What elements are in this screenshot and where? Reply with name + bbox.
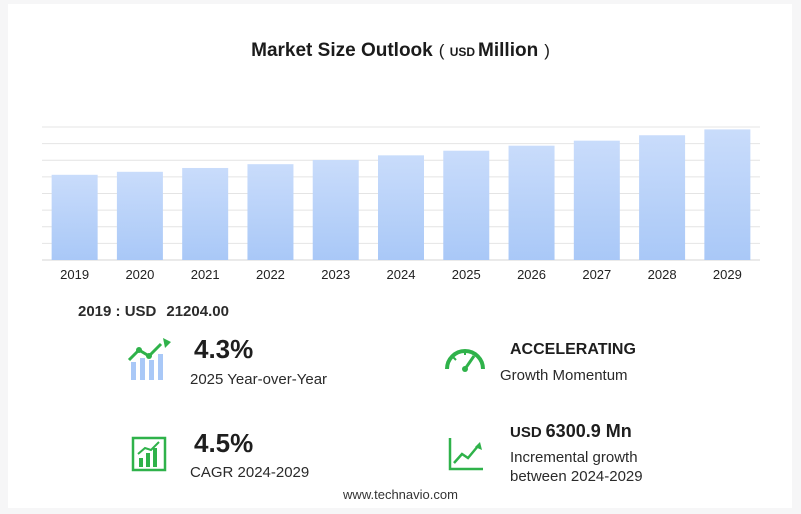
x-tick-label-2026: 2026	[517, 267, 546, 282]
incremental-label-box: Incremental growth between 2024-2029	[510, 448, 643, 486]
incremental-label-line1: Incremental growth	[510, 449, 638, 466]
x-tick-label-2025: 2025	[452, 267, 481, 282]
chart-x-ticks: 2019 2020 2021 2022 2023 2024 2025 2026 2027 2028…	[60, 267, 742, 282]
growth-chart-icon	[127, 338, 171, 380]
x-tick-label-2029: 2029	[713, 267, 742, 282]
bar-2029	[704, 129, 751, 260]
cagr-label: CAGR 2024-2029	[190, 464, 310, 481]
bar-chart: 2019 2020 2021 2022 2023 2024 2025 2026 2027 2028…	[42, 126, 760, 282]
x-tick-label-2020: 2020	[125, 267, 154, 282]
cagr-label-box: CAGR 2024-2029	[190, 463, 309, 482]
chart-bars	[51, 129, 751, 260]
incremental-stat: USD 6300.9 Mn	[510, 421, 632, 442]
bar-2022	[247, 164, 294, 260]
title-unit-code: USD	[449, 45, 476, 59]
momentum-value: ACCELERATING	[510, 341, 636, 358]
momentum-label-box: Growth Momentum	[500, 366, 628, 385]
base-year-readout: 2019 : USD 21204.00	[78, 303, 229, 320]
title-paren-open: (	[438, 41, 445, 60]
incremental-label-line2: between 2024-2029	[510, 468, 643, 485]
cagr-stat: 4.5%	[194, 428, 253, 459]
incremental-value: 6300.9 Mn	[545, 421, 632, 441]
yoy-stat: 4.3%	[194, 334, 253, 365]
bar-2020	[116, 171, 163, 260]
x-tick-label-2021: 2021	[191, 267, 220, 282]
base-year-value: 21204.00	[166, 303, 229, 320]
bar-2023	[312, 159, 359, 260]
bar-2021	[182, 167, 229, 260]
bar-chart-icon	[131, 436, 167, 472]
x-tick-label-2028: 2028	[648, 267, 677, 282]
bar-2026	[508, 145, 555, 260]
source-footer: www.technavio.com	[343, 487, 458, 502]
incremental-currency: USD	[510, 424, 542, 441]
yoy-label: 2025 Year-over-Year	[190, 371, 328, 388]
title-paren-close: )	[544, 41, 550, 60]
bar-2024	[378, 155, 424, 260]
x-tick-label-2027: 2027	[582, 267, 611, 282]
yoy-value: 4.3%	[194, 334, 254, 364]
yoy-label-box: 2025 Year-over-Year	[190, 370, 327, 389]
chart-title: Market Size Outlook ( USD Million)	[0, 40, 801, 62]
momentum-label: Growth Momentum	[500, 367, 628, 384]
x-tick-label-2022: 2022	[256, 267, 285, 282]
line-trend-icon	[448, 438, 483, 471]
bar-2028	[639, 135, 686, 260]
cagr-value: 4.5%	[194, 428, 254, 458]
x-tick-label-2019: 2019	[60, 267, 89, 282]
incremental-amount: USD 6300.9 Mn	[510, 421, 632, 442]
base-year-label: 2019 : USD	[78, 303, 157, 320]
x-tick-label-2024: 2024	[387, 267, 416, 282]
title-unit-word: Million	[478, 40, 539, 61]
bar-2019	[51, 174, 98, 260]
speedometer-icon	[445, 349, 485, 372]
chart-title-main: Market Size Outlook	[251, 40, 433, 61]
x-tick-label-2023: 2023	[321, 267, 350, 282]
bar-2027	[573, 140, 620, 260]
momentum-stat: ACCELERATING	[510, 341, 636, 359]
bar-2025	[443, 150, 490, 260]
